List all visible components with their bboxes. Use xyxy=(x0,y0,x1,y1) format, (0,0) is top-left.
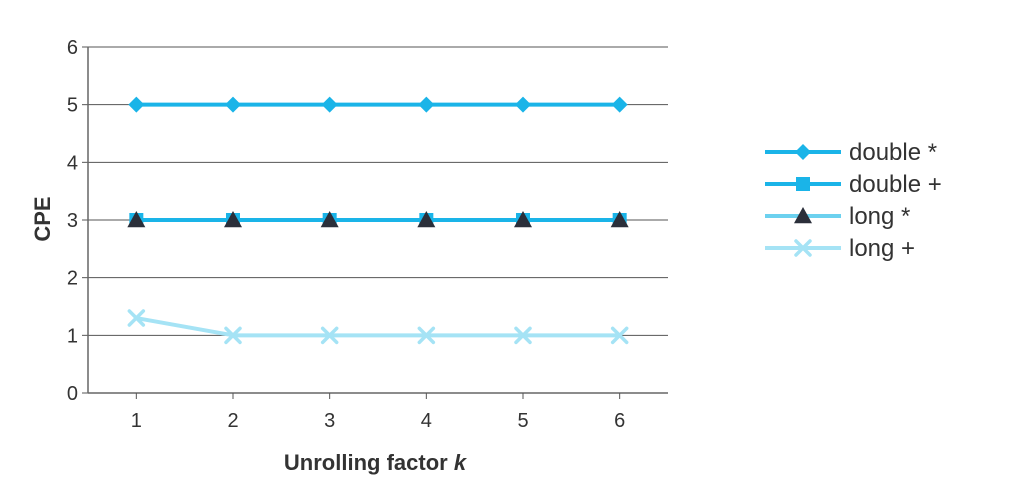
series-line-3 xyxy=(135,316,620,338)
x-tick-label: 2 xyxy=(227,410,238,432)
series-3-point xyxy=(610,326,629,345)
y-tick-label: 3 xyxy=(67,210,78,232)
series-0-point xyxy=(128,96,145,113)
series-0-point xyxy=(611,96,628,113)
legend-entry: long + xyxy=(765,235,915,262)
axis-layer: 0 1 2 3 4 5 6 1 2 3 4 5 6 xyxy=(67,37,625,432)
series-3-point xyxy=(417,326,436,345)
y-axis-title: CPE xyxy=(30,196,55,241)
y-tick-label: 4 xyxy=(67,152,78,174)
legend-label: long + xyxy=(849,235,915,262)
legend-marker xyxy=(794,239,812,257)
series-0-point xyxy=(225,96,241,113)
series-2-point xyxy=(127,211,146,228)
series-0-point xyxy=(321,96,338,113)
series-3-point xyxy=(514,326,532,345)
legend-label: long * xyxy=(849,203,910,230)
series-0-point xyxy=(418,96,435,113)
series-2-point xyxy=(417,211,436,228)
legend-marker xyxy=(794,207,812,224)
y-tick-label: 5 xyxy=(67,95,78,117)
legend: double * double + long * long + xyxy=(765,139,942,262)
y-tick-label: 0 xyxy=(67,383,78,405)
series-2-point xyxy=(320,211,339,228)
x-tick-label: 4 xyxy=(421,410,432,432)
legend-entry: long * xyxy=(765,203,910,230)
series-layer xyxy=(127,96,629,345)
x-tick-label: 1 xyxy=(131,410,142,432)
x-tick-label: 5 xyxy=(517,410,528,432)
series-2-point xyxy=(610,211,629,228)
series-0-point xyxy=(515,96,531,113)
legend-marker xyxy=(795,144,811,160)
x-tick-label: 3 xyxy=(324,410,335,432)
series-2-point xyxy=(514,211,532,228)
y-tick-label: 6 xyxy=(67,37,78,59)
x-tick-label: 6 xyxy=(614,410,625,432)
series-3-point xyxy=(224,326,242,345)
y-tick-label: 1 xyxy=(67,325,78,347)
series-3-point xyxy=(127,309,146,327)
y-tick-label: 2 xyxy=(67,268,78,290)
x-axis-title: Unrolling factor k xyxy=(284,450,468,475)
legend-entry: double * xyxy=(765,139,937,166)
legend-label: double * xyxy=(849,139,937,166)
legend-marker xyxy=(796,177,810,191)
series-3-point xyxy=(320,326,339,345)
series-2-point xyxy=(224,211,242,228)
legend-label: double + xyxy=(849,171,942,198)
legend-entry: double + xyxy=(765,171,942,198)
